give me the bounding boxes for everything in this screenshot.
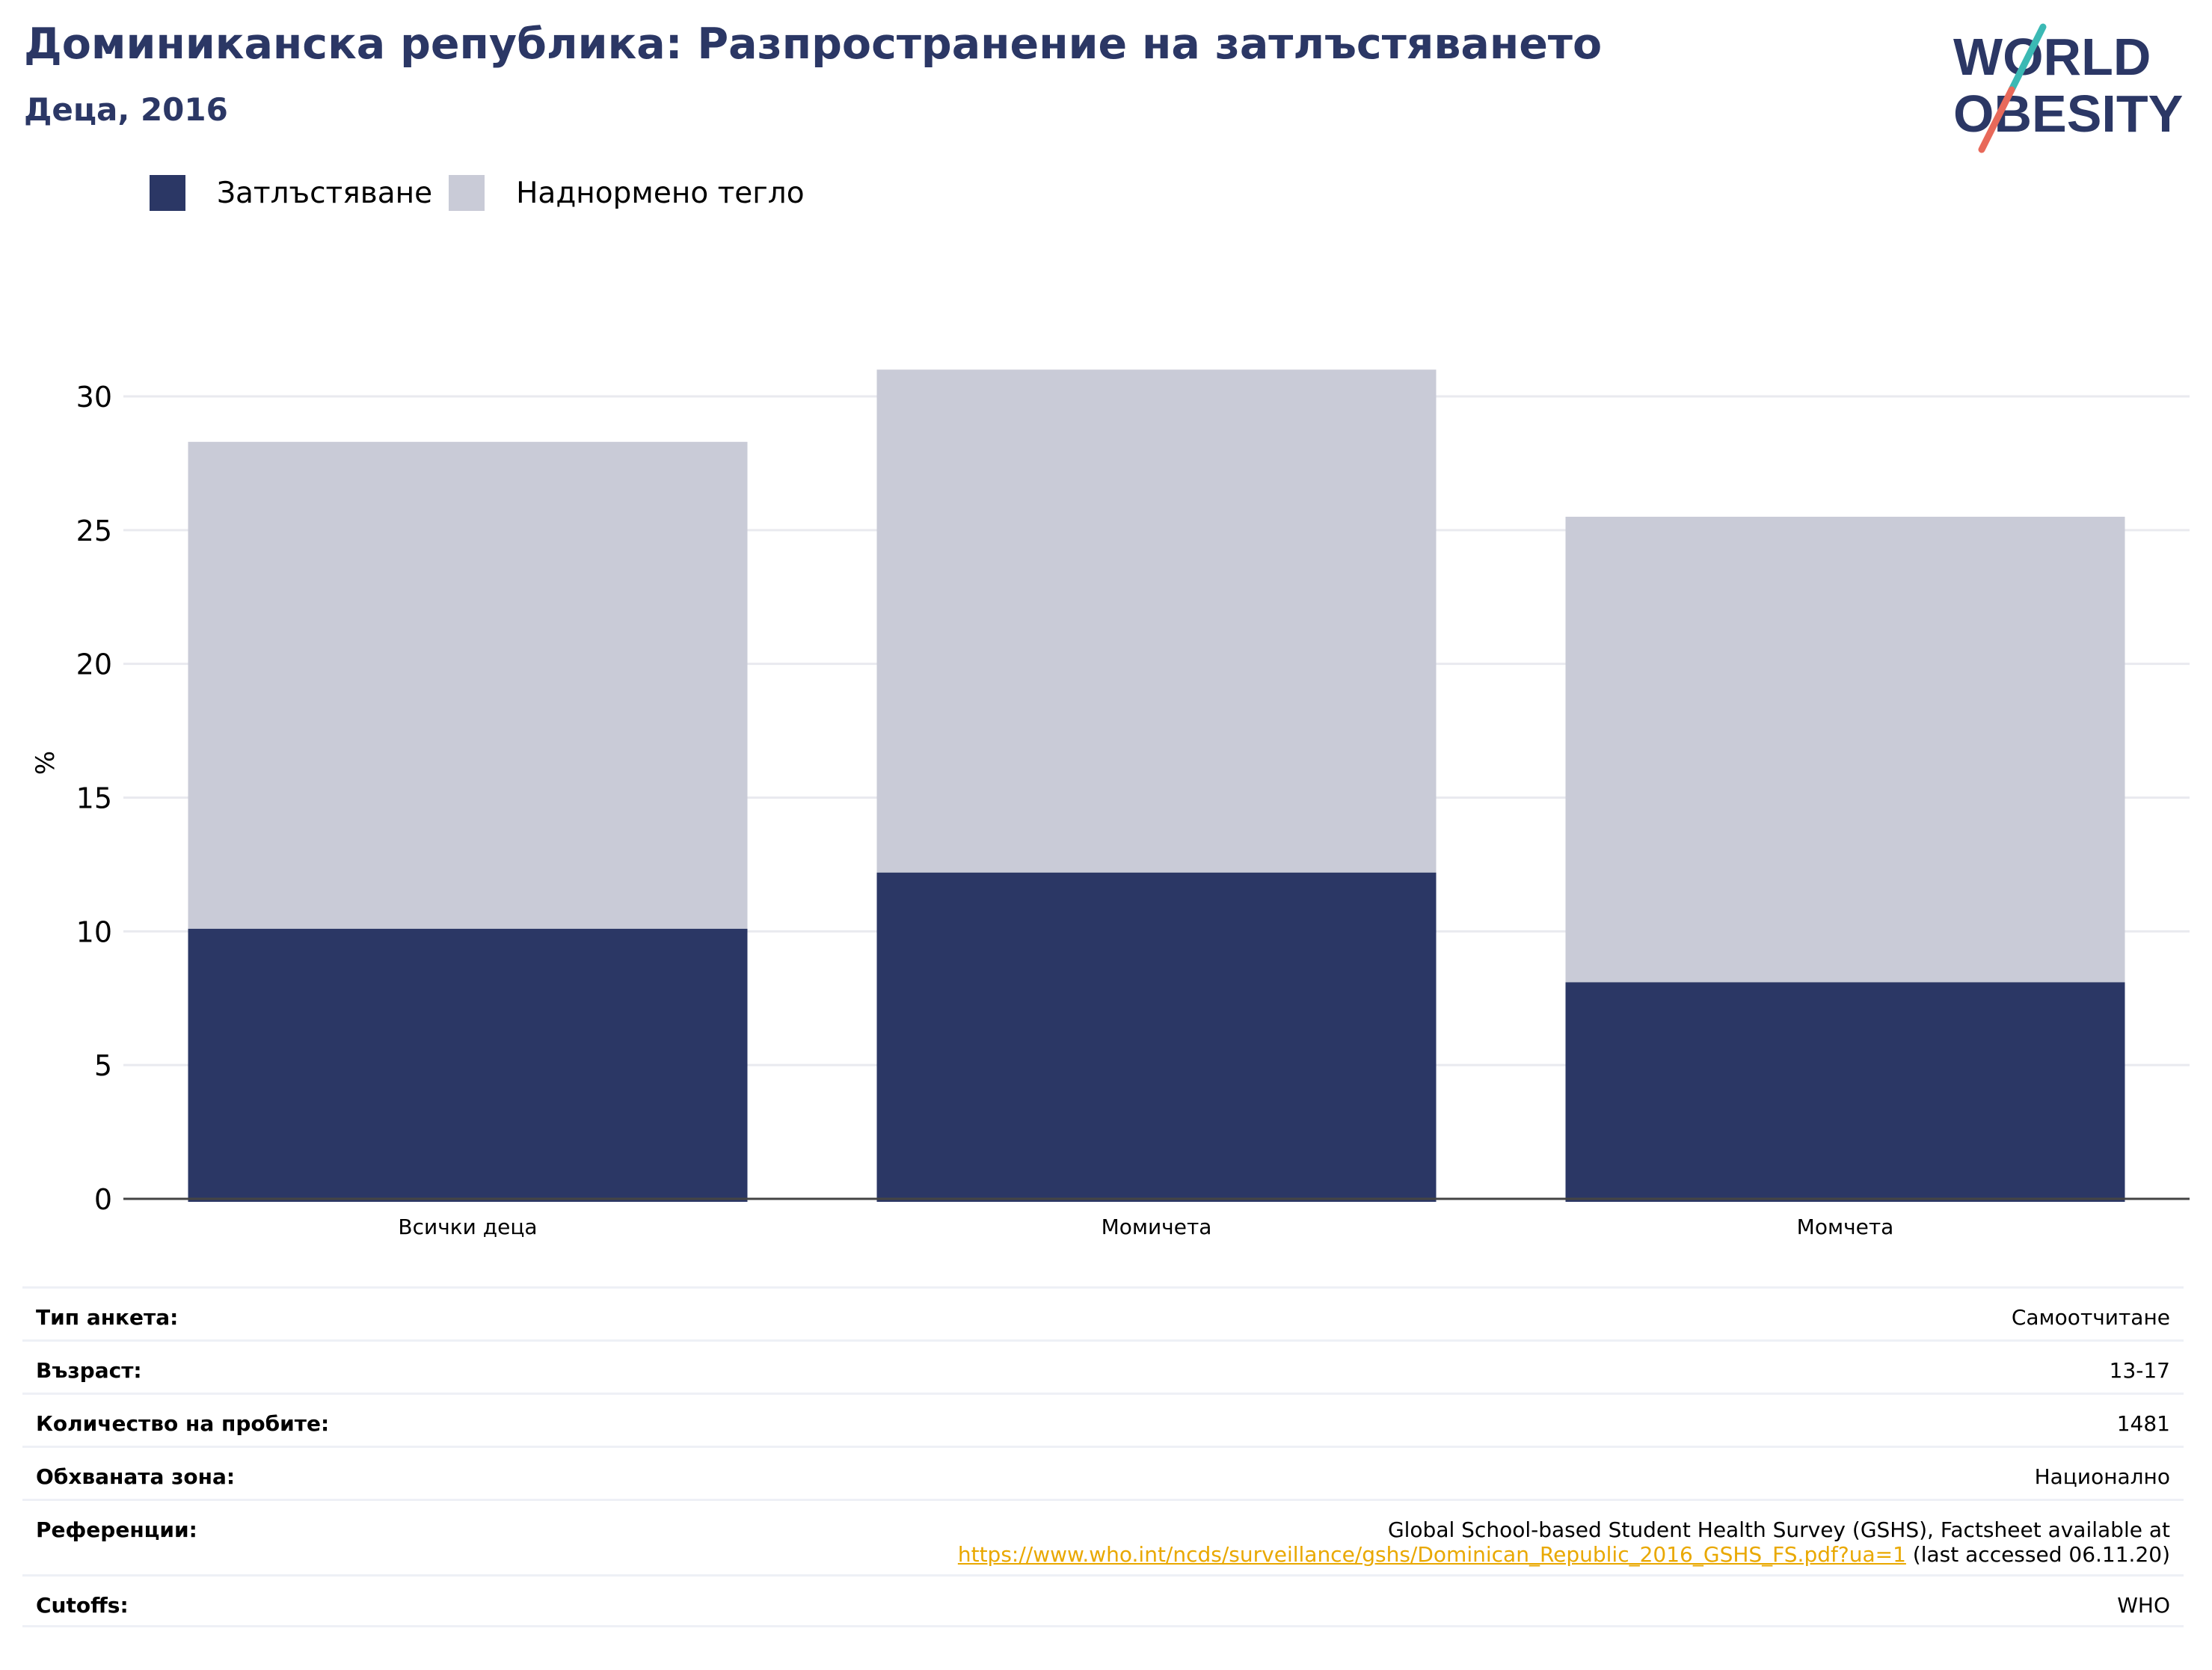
- y-axis-label: %: [31, 751, 61, 775]
- info-key: Тип анкета:: [36, 1305, 179, 1330]
- bar-obesity: [876, 872, 1437, 1202]
- info-value: Global School-based Student Health Surve…: [957, 1517, 2170, 1567]
- info-row: Количество на пробите: 1481: [22, 1393, 2184, 1446]
- info-value: Национално: [2034, 1464, 2170, 1489]
- info-value: 13-17: [2109, 1358, 2170, 1383]
- world-obesity-logo: WORLD OBESITY: [1953, 23, 2183, 153]
- info-key: Cutoffs:: [36, 1593, 129, 1618]
- legend-swatch-overweight: [449, 175, 485, 211]
- info-row: Обхваната зона: Национално: [22, 1446, 2184, 1499]
- stacked-bar-chart: 0 5 10 15 20 25 30% Всички деца Момичета Момчета: [31, 369, 2190, 1239]
- info-key: Референции:: [36, 1517, 197, 1542]
- info-row: Референции: Global School-based Student H…: [22, 1499, 2184, 1574]
- info-row: Cutoffs: WHO: [22, 1574, 2184, 1627]
- legend-label-overweight: Наднормено тегло: [516, 176, 805, 210]
- info-key: Възраст:: [36, 1358, 142, 1383]
- y-tick-label: 20: [76, 648, 112, 681]
- y-tick-label: 0: [94, 1183, 112, 1216]
- y-tick-label: 5: [94, 1049, 112, 1082]
- legend-swatch-obesity: [150, 175, 185, 211]
- survey-info-table: Тип анкета: Самоотчитане Възраст: 13-17 Коли…: [22, 1286, 2184, 1627]
- info-row: Тип анкета: Самоотчитане: [22, 1286, 2184, 1339]
- bar-obesity: [1565, 982, 2125, 1202]
- bar-obesity: [188, 928, 748, 1202]
- x-tick-label: Всички деца: [398, 1215, 537, 1239]
- info-key: Количество на пробите:: [36, 1411, 330, 1436]
- info-row: Възраст: 13-17: [22, 1339, 2184, 1393]
- y-tick-label: 30: [76, 381, 112, 414]
- page-title: Доминиканска република: Разпространение …: [24, 19, 1603, 69]
- reference-link[interactable]: https://www.who.int/ncds/surveillance/gs…: [957, 1542, 1906, 1567]
- x-tick-label: Момичета: [1102, 1215, 1212, 1239]
- y-tick-label: 25: [76, 515, 112, 547]
- bar-overweight: [188, 441, 748, 929]
- svg-text:WORLD: WORLD: [1953, 28, 2151, 86]
- info-value: Самоотчитане: [2011, 1305, 2170, 1330]
- info-key: Обхваната зона:: [36, 1464, 236, 1489]
- legend-label-obesity: Затлъстяване: [217, 176, 433, 210]
- y-tick-label: 10: [76, 915, 112, 948]
- page-subtitle: Деца, 2016: [24, 91, 228, 128]
- info-value: 1481: [2116, 1411, 2170, 1436]
- y-tick-label: 15: [76, 782, 112, 815]
- x-tick-label: Момчета: [1797, 1215, 1894, 1239]
- info-value: WHO: [2117, 1593, 2170, 1618]
- chart-legend: Затлъстяване Наднормено тегло: [150, 172, 821, 214]
- bar-overweight: [876, 369, 1437, 873]
- bar-overweight: [1565, 516, 2125, 983]
